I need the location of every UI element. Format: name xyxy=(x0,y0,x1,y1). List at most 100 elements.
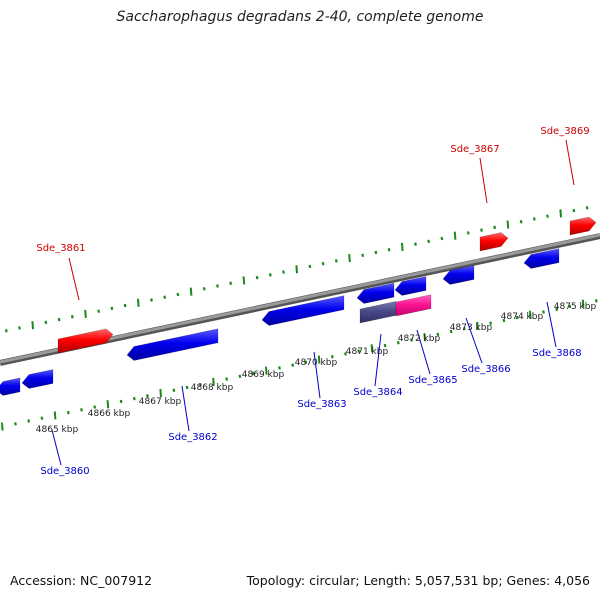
tick-mark xyxy=(506,220,510,229)
tick-mark xyxy=(123,303,127,308)
tick-mark xyxy=(423,333,426,342)
gene-label[interactable]: Sde_3866 xyxy=(461,364,510,375)
gene-label[interactable]: Sde_3860 xyxy=(40,466,89,477)
tick-mark xyxy=(383,343,387,348)
tick-mark xyxy=(321,261,325,266)
tick-mark xyxy=(1,422,4,431)
tick-mark xyxy=(163,295,167,299)
tick-mark xyxy=(255,275,259,280)
tick-mark xyxy=(476,321,479,331)
label-leader-line xyxy=(546,301,557,348)
tick-mark xyxy=(515,315,519,320)
map-title: Saccharophagus degradans 2-40, complete … xyxy=(116,9,484,25)
gene-sde-3868-arrow[interactable] xyxy=(523,248,560,269)
tick-mark xyxy=(198,382,202,387)
tick-mark xyxy=(238,374,242,379)
gene-sde-3860-arrow[interactable] xyxy=(21,369,54,389)
tick-mark xyxy=(466,231,470,235)
tick-mark xyxy=(480,228,483,232)
gene-sde-3869-arrow[interactable] xyxy=(569,216,597,236)
gene-label[interactable]: Sde_3868 xyxy=(532,348,581,359)
gene-label[interactable]: Sde_3863 xyxy=(297,399,346,410)
tick-mark xyxy=(594,299,598,303)
tick-mark xyxy=(348,254,351,263)
label-leader-line xyxy=(181,385,190,432)
tick-mark xyxy=(436,332,440,337)
gene-sde-3864-arrow[interactable] xyxy=(359,301,397,324)
tick-mark xyxy=(414,242,417,246)
tick-mark xyxy=(542,310,545,314)
tick-mark xyxy=(370,344,374,353)
gene-sde-3865-arrow[interactable] xyxy=(395,294,432,317)
gene-label[interactable]: Sde_3864 xyxy=(353,387,402,398)
inner-tick-track xyxy=(1,299,598,431)
tick-mark xyxy=(282,270,285,274)
tick-mark xyxy=(410,338,413,342)
label-leader-line xyxy=(374,333,382,387)
gene-sde-3866-arrow[interactable] xyxy=(442,265,475,285)
tick-mark xyxy=(519,220,523,224)
scale-label: 4872 kbp xyxy=(398,334,441,344)
tick-mark xyxy=(308,264,312,269)
tick-mark xyxy=(18,326,21,330)
tick-mark xyxy=(70,315,74,319)
label-leader-line xyxy=(68,257,80,301)
tick-mark xyxy=(84,309,87,319)
tick-mark xyxy=(216,284,219,288)
gene-label[interactable]: Sde_3862 xyxy=(168,432,217,443)
gene-sde-3863-arrow[interactable] xyxy=(261,295,345,326)
tick-mark xyxy=(462,327,466,331)
tick-mark xyxy=(27,419,31,423)
scale-label: 4874 kbp xyxy=(501,312,544,322)
tick-mark xyxy=(374,250,378,255)
tick-mark xyxy=(212,377,215,386)
label-leader-line xyxy=(479,157,488,204)
gene-labels: Sde_3861 Sde_3867 Sde_3869 Sde_3860 Sde_3862… xyxy=(36,126,589,477)
tick-mark xyxy=(546,214,549,218)
gene-sde-3864b-arrow[interactable] xyxy=(356,282,395,304)
scale-label: 4875 kbp xyxy=(554,302,597,312)
gene-sde-3864c-arrow[interactable] xyxy=(394,276,427,296)
tick-mark xyxy=(295,265,298,274)
tick-mark xyxy=(493,225,497,230)
tick-mark xyxy=(334,259,338,263)
tick-mark xyxy=(304,360,308,365)
tick-mark xyxy=(119,399,123,404)
tick-mark xyxy=(581,299,585,308)
tick-mark xyxy=(449,329,453,334)
tick-mark xyxy=(357,349,361,353)
scale-label: 4871 kbp xyxy=(346,347,389,357)
tick-mark xyxy=(453,231,457,240)
gene-sde-3860a-arrow[interactable] xyxy=(0,377,21,396)
scale-label: 4869 kbp xyxy=(242,370,285,380)
tick-mark xyxy=(229,281,233,285)
tick-mark xyxy=(440,236,444,241)
gene-sde-3867-arrow[interactable] xyxy=(479,232,509,252)
scale-label: 4867 kbp xyxy=(139,397,182,407)
gene-sde-3861-arrow[interactable] xyxy=(57,328,114,354)
tick-mark xyxy=(555,307,559,311)
tick-mark xyxy=(532,217,536,221)
tick-mark xyxy=(189,287,193,296)
tick-mark xyxy=(66,410,70,415)
gene-label[interactable]: Sde_3869 xyxy=(540,126,589,137)
tick-mark xyxy=(268,273,272,277)
tick-mark xyxy=(489,321,493,325)
tick-mark xyxy=(251,371,255,376)
accession-text: Accession: NC_007912 xyxy=(10,573,153,588)
gene-sde-3862-arrow[interactable] xyxy=(126,328,219,361)
tick-mark xyxy=(427,239,431,244)
gene-label[interactable]: Sde_3861 xyxy=(36,243,85,254)
tick-mark xyxy=(132,396,136,401)
gene-label[interactable]: Sde_3865 xyxy=(408,375,457,386)
tick-mark xyxy=(202,287,206,291)
tick-mark xyxy=(159,388,162,398)
gene-label[interactable]: Sde_3867 xyxy=(450,144,499,155)
tick-mark xyxy=(572,208,576,213)
tick-mark xyxy=(344,352,347,356)
tick-mark xyxy=(330,355,334,359)
tick-mark xyxy=(137,298,140,307)
tick-mark xyxy=(387,247,391,252)
gene-label-leaders xyxy=(51,139,575,466)
label-leader-line xyxy=(465,317,483,364)
